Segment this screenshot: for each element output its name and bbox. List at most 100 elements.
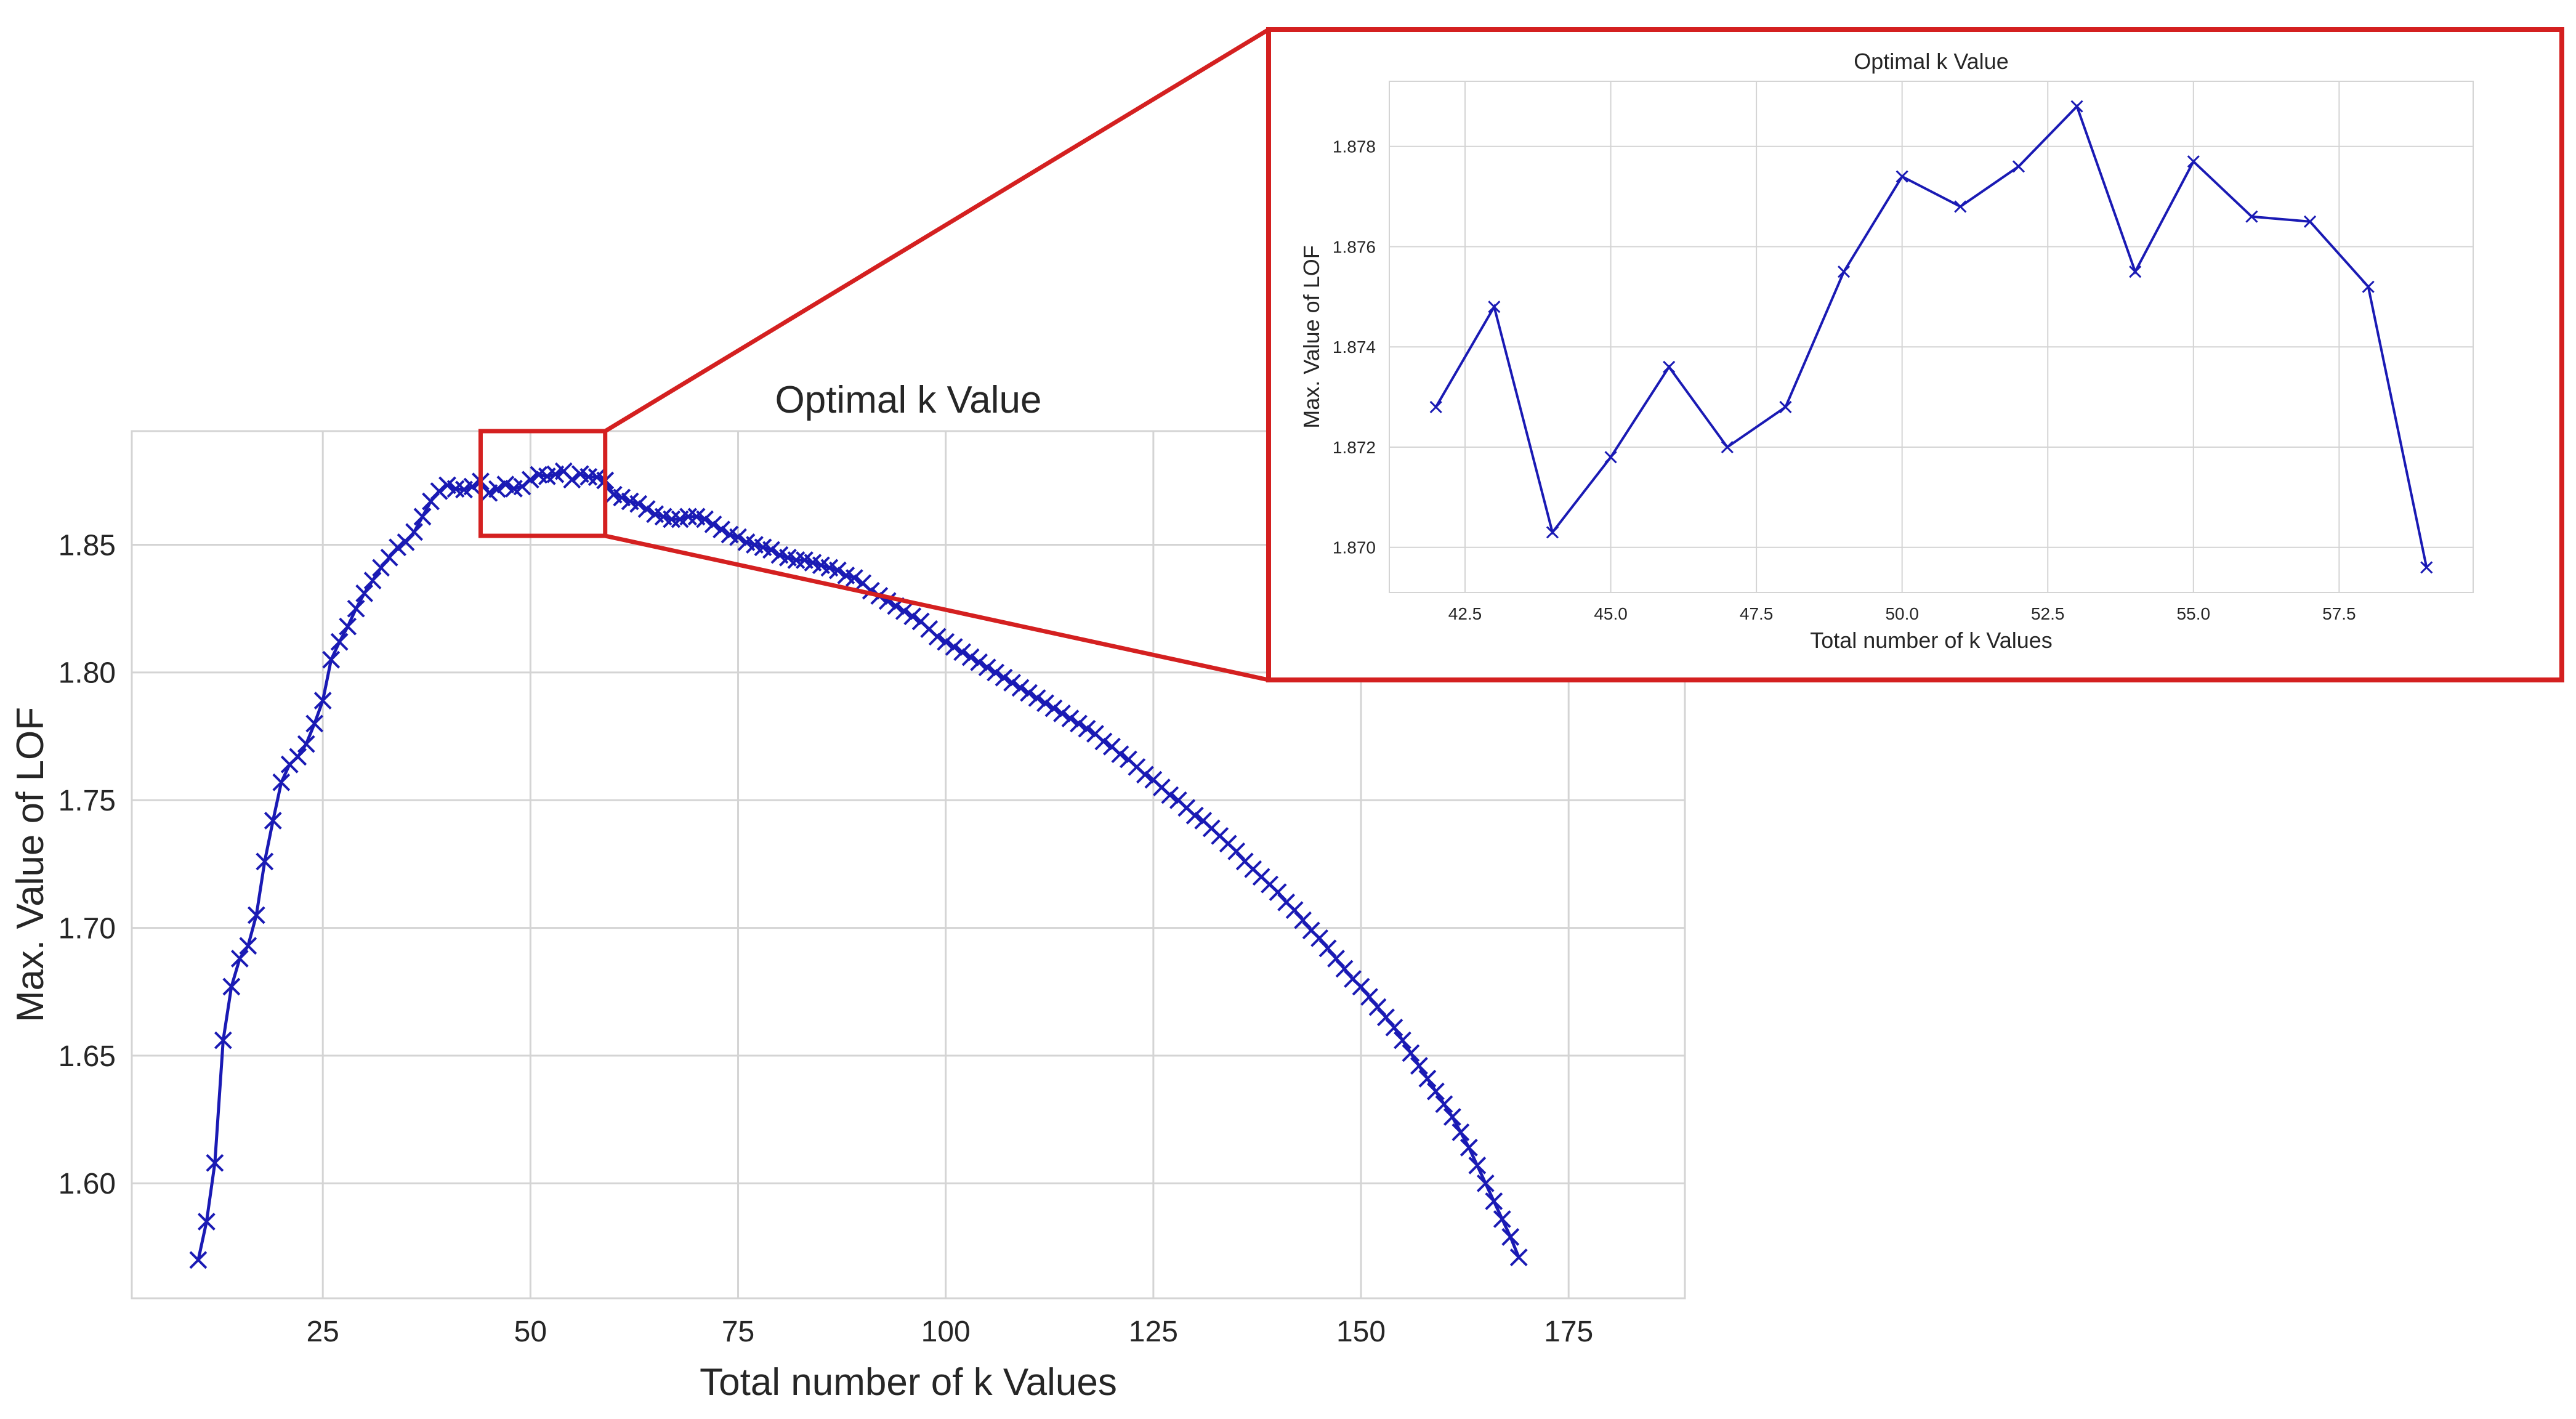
main-x-ticks: 25 50 75 100 125 150 175 [306, 1316, 1593, 1348]
main-data-point [1426, 1082, 1445, 1101]
main-data-point [696, 510, 714, 528]
inset-chart: 42.5 45.0 47.5 50.0 52.5 55.0 57.5 1.8701.8721… [1266, 27, 2564, 682]
inset-data-point [2362, 280, 2375, 293]
inset-data-point [1488, 301, 1501, 313]
main-data-point [289, 748, 307, 766]
main-y-tick-label: 1.65 [59, 1040, 116, 1073]
main-data-point [995, 668, 1013, 687]
main-data-point [961, 648, 980, 666]
main-data-point [1452, 1123, 1470, 1141]
inset-y-axis-label: Max. Value of LOF [1299, 245, 1324, 428]
inset-data-point [2187, 155, 2200, 168]
main-data-point [579, 467, 598, 486]
inset-y-tick-label: 1.870 [1333, 538, 1376, 557]
inset-series-line [1434, 103, 2428, 568]
main-data-point [1318, 939, 1337, 958]
inset-y-tick-label: 1.872 [1333, 438, 1376, 457]
main-data-point [264, 812, 282, 830]
zoom-indicator [478, 28, 1270, 682]
inset-data-point [1663, 360, 1676, 373]
main-data-point [563, 471, 581, 489]
main-data-point [1360, 988, 1378, 1006]
main-data-point [239, 937, 257, 955]
inset-y-tick-label: 1.874 [1333, 338, 1376, 357]
main-data-point [189, 1251, 208, 1269]
main-data-point [1443, 1108, 1461, 1126]
main-x-tick-label: 125 [1129, 1316, 1178, 1348]
inset-data-point [2245, 210, 2258, 223]
main-data-point [828, 561, 847, 580]
main-chart: 25 50 75 100 125 150 175 1.601.651.701.751.801… [9, 379, 1686, 1404]
main-y-tick-label: 1.60 [59, 1168, 116, 1200]
main-x-tick-label: 75 [722, 1316, 754, 1348]
main-data-point [637, 500, 656, 518]
main-title: Optimal k Value [775, 379, 1041, 421]
main-x-tick-label: 100 [921, 1316, 971, 1348]
main-data-point [1493, 1210, 1511, 1228]
inset-data-point [2129, 265, 2142, 278]
main-data-point [430, 482, 448, 500]
main-data-point [953, 643, 972, 661]
main-data-point [1501, 1228, 1520, 1246]
inset-plot-frame [1389, 81, 2474, 593]
main-data-point [1294, 911, 1312, 929]
main-data-point [1385, 1018, 1403, 1037]
main-grid [132, 431, 1685, 1298]
main-data-point [405, 523, 423, 541]
main-data-point [713, 520, 730, 539]
main-data-point [1161, 786, 1179, 804]
inset-x-tick-label: 42.5 [1448, 604, 1482, 623]
main-data-point [1435, 1095, 1453, 1114]
main-data-point [895, 602, 913, 620]
inset-y-tick-label: 1.878 [1333, 137, 1376, 156]
main-data-point [313, 692, 332, 710]
inset-data-point [1954, 200, 1967, 213]
main-data-point [1044, 699, 1063, 718]
main-data-point [1136, 766, 1154, 784]
main-data-point [389, 538, 406, 557]
main-data-point [1460, 1138, 1478, 1157]
main-data-point [272, 773, 291, 791]
main-data-point [1335, 960, 1354, 978]
inset-data-point [1779, 400, 1792, 413]
inset-data-point [2012, 160, 2025, 173]
inset-series-markers [1429, 100, 2433, 574]
main-data-point [380, 548, 398, 567]
main-data-point [704, 515, 722, 533]
main-data-point [305, 714, 324, 733]
main-x-tick-label: 50 [514, 1316, 547, 1348]
main-data-point [1310, 929, 1329, 947]
main-data-point [1410, 1057, 1428, 1075]
main-plot-frame [131, 430, 1686, 1300]
main-data-point [347, 599, 365, 618]
main-data-point [355, 584, 374, 602]
main-data-point [970, 653, 988, 671]
main-x-tick-label: 25 [306, 1316, 339, 1348]
main-data-point [1468, 1156, 1487, 1174]
inset-x-tick-label: 57.5 [2322, 604, 2356, 623]
main-data-point [1418, 1069, 1437, 1088]
inset-x-tick-label: 45.0 [1594, 604, 1628, 623]
inset-background [1269, 30, 2562, 680]
inset-x-tick-label: 52.5 [2031, 604, 2065, 623]
main-y-tick-label: 1.70 [59, 912, 116, 945]
main-data-point [1227, 842, 1246, 860]
main-data-point [256, 852, 274, 871]
main-data-point [1269, 883, 1287, 901]
main-x-tick-label: 175 [1544, 1316, 1593, 1348]
main-data-point [1053, 704, 1071, 722]
main-data-point [1078, 719, 1096, 738]
inset-x-tick-label: 55.0 [2177, 604, 2211, 623]
main-data-point [197, 1213, 216, 1231]
main-data-point [247, 906, 265, 924]
main-data-point [1377, 1008, 1395, 1027]
main-data-point [322, 650, 341, 669]
main-data-point [679, 507, 698, 526]
main-data-point [1352, 977, 1370, 996]
main-x-axis-label: Total number of k Values [700, 1361, 1117, 1404]
main-data-point [845, 569, 863, 587]
inset-x-tick-label: 50.0 [1885, 604, 1919, 623]
main-data-point [1368, 998, 1387, 1016]
inset-title: Optimal k Value [1854, 49, 2008, 74]
